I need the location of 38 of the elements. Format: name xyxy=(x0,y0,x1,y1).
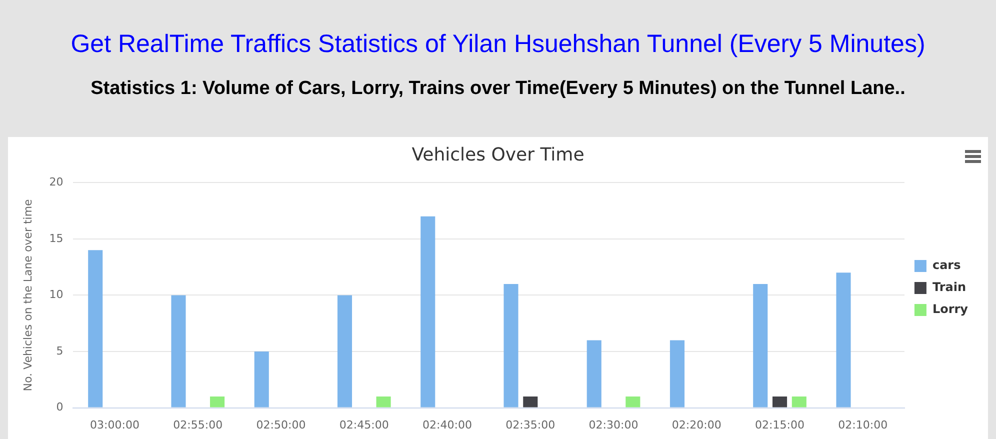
y-axis-title: No. Vehicles on the Lane over time xyxy=(21,198,34,392)
chart-title: Vehicles Over Time xyxy=(412,144,584,166)
bar xyxy=(420,216,436,408)
bar xyxy=(504,284,518,408)
text: Statistics 1: Volume of Cars, Lorry, Trains over Time(Every 5 Minutes) on the Tunnel Lane.. xyxy=(90,78,906,100)
bar xyxy=(586,340,602,408)
bar xyxy=(792,396,806,408)
x-tick-label: 03:00:00 xyxy=(90,418,140,432)
x-tick-label: 02:35:00 xyxy=(506,418,556,432)
x-tick-label: 02:45:00 xyxy=(339,418,389,432)
x-tick-label: 02:55:00 xyxy=(173,418,223,432)
legend-label: Lorry xyxy=(932,302,968,316)
x-tick-label: 02:10:00 xyxy=(838,418,888,432)
y-tick-label: 5 xyxy=(56,344,64,358)
y-tick-label: 10 xyxy=(49,288,64,302)
legend-label: cars xyxy=(932,258,961,272)
x-tick-label: 02:50:00 xyxy=(256,418,306,432)
bar xyxy=(376,396,391,408)
x-tick-label: 02:30:00 xyxy=(588,418,638,432)
x-tick-label: 02:40:00 xyxy=(422,418,472,432)
y-tick-label: 20 xyxy=(49,175,64,188)
bar xyxy=(88,250,103,408)
bar xyxy=(171,295,186,408)
x-tick-label: 02:20:00 xyxy=(672,418,722,432)
bar xyxy=(626,396,640,408)
bar xyxy=(523,396,538,408)
bar xyxy=(337,295,352,408)
bar xyxy=(210,396,225,408)
bar xyxy=(254,352,269,408)
bar xyxy=(836,272,851,408)
y-tick-label: 15 xyxy=(49,232,64,245)
bar xyxy=(772,396,788,408)
x-tick-label: 02:15:00 xyxy=(755,418,804,432)
legend-label: Train xyxy=(932,280,966,294)
bar xyxy=(753,284,768,408)
text: Get RealTime Traffics Statistics of Yilan Hsuehshan Tunnel (Every 5 Minutes) xyxy=(70,30,926,59)
y-tick-label: 0 xyxy=(56,400,64,414)
bar xyxy=(670,340,685,408)
